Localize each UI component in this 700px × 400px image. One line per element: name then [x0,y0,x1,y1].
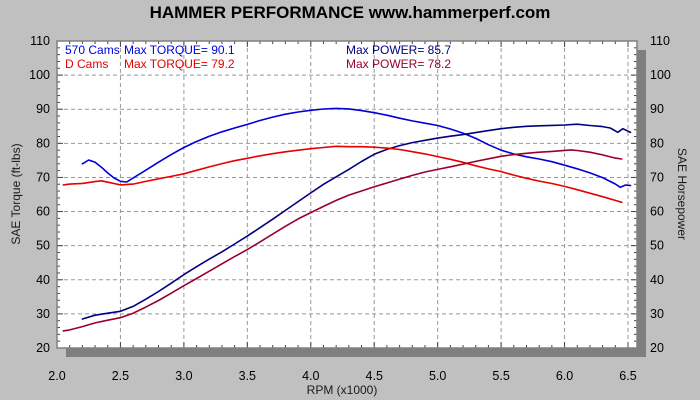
curve-d-cams-power [62,149,623,332]
legend-series-570: 570 Cams [65,43,120,57]
x-tick-label: 6.0 [556,369,573,383]
x-axis-title: RPM (x1000) [306,383,378,397]
x-tick-label: 4.5 [366,369,383,383]
y-tick-label-left: 80 [36,136,50,150]
x-tick-label: 2.5 [112,369,129,383]
y-tick-label-left: 90 [36,102,50,116]
curve-570-cams-power [81,123,632,320]
x-tick-label: 4.0 [302,369,319,383]
x-tick-label: 3.5 [239,369,256,383]
y-tick-label-right: 30 [650,307,664,321]
right-axis-title: SAE Horsepower [675,147,689,241]
y-tick-label-left: 30 [36,307,50,321]
x-tick-label: 5.5 [492,369,509,383]
plot-area [57,41,637,348]
legend-max-power-d: Max POWER= 78.2 [346,57,452,71]
y-tick-label-left: 70 [36,170,50,184]
x-tick-label: 3.0 [175,369,192,383]
curve-d-cams-torque [62,145,623,204]
y-tick-label-left: 40 [36,273,50,287]
chart-title: HAMMER PERFORMANCE www.hammerperf.com [149,3,551,22]
legend-series-d: D Cams [65,57,109,71]
y-tick-label-right: 70 [650,170,664,184]
legend-max-torque-d: Max TORQUE= 79.2 [124,57,235,71]
y-tick-label-left: 100 [29,68,50,82]
y-tick-label-right: 40 [650,273,664,287]
y-tick-label-right: 80 [650,136,664,150]
y-tick-label-right: 110 [650,34,670,48]
x-tick-label: 6.5 [619,369,636,383]
x-tick-label: 5.0 [429,369,446,383]
x-tick-label: 2.0 [48,369,65,383]
y-tick-label-right: 20 [650,341,664,355]
legend-max-power-570: Max POWER= 85.7 [346,43,452,57]
plot-border [56,40,638,349]
curve-570-cams-torque [81,107,632,189]
y-tick-label-right: 100 [650,68,671,82]
legend-max-torque-570: Max TORQUE= 90.1 [124,43,235,57]
y-tick-label-left: 110 [30,34,50,48]
left-axis-title: SAE Torque (ft-lbs) [9,143,23,245]
y-tick-label-right: 90 [650,102,664,116]
y-tick-label-right: 60 [650,205,664,219]
y-tick-label-left: 50 [36,239,50,253]
y-tick-label-left: 60 [36,205,50,219]
y-tick-label-left: 20 [36,341,50,355]
y-tick-label-right: 50 [650,239,664,253]
